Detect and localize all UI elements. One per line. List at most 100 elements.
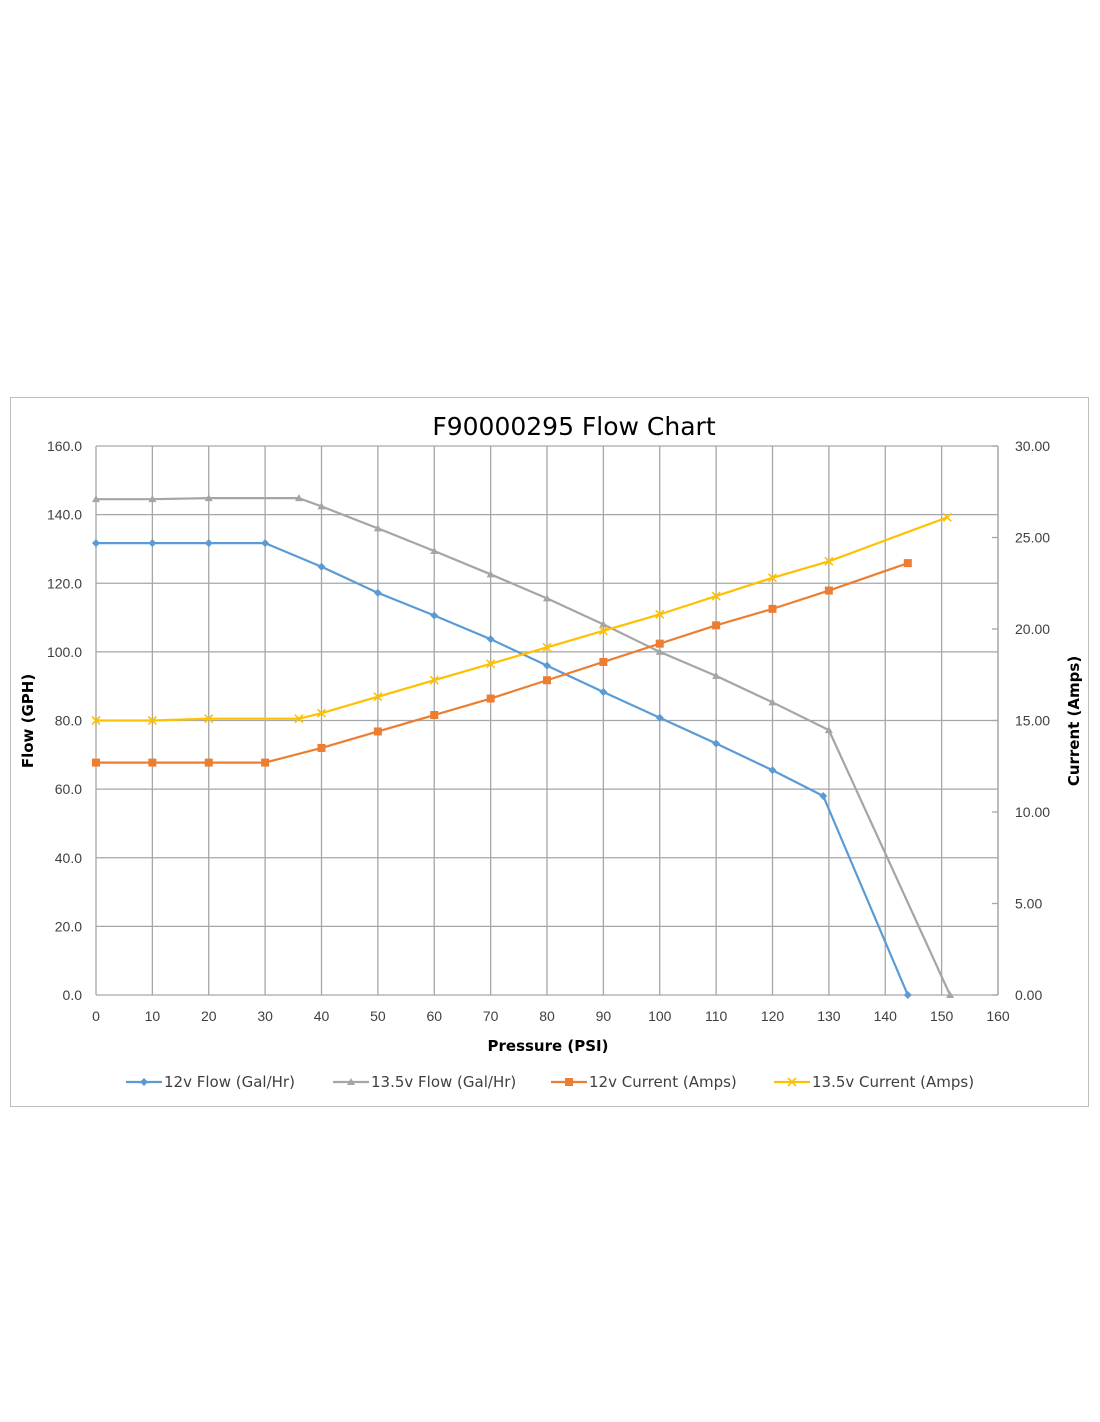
data-point bbox=[598, 626, 608, 636]
data-point bbox=[712, 739, 721, 748]
data-point bbox=[430, 611, 439, 620]
data-point bbox=[92, 539, 100, 548]
series-line bbox=[96, 497, 952, 996]
data-point bbox=[712, 621, 721, 630]
data-point bbox=[486, 635, 495, 644]
data-point bbox=[347, 1078, 355, 1085]
data-point bbox=[204, 494, 213, 502]
data-point bbox=[768, 698, 777, 706]
data-point bbox=[767, 573, 778, 583]
data-point bbox=[903, 991, 912, 999]
data-point bbox=[294, 494, 303, 502]
legend-item: 12v Current (Amps) bbox=[551, 1073, 737, 1091]
data-point bbox=[147, 715, 157, 726]
data-point bbox=[819, 791, 828, 800]
y-tick-label: 100.0 bbox=[47, 644, 82, 660]
data-point bbox=[655, 647, 664, 655]
y-tick-label: 20.0 bbox=[55, 918, 82, 934]
y2-tick-label: 0.00 bbox=[1015, 987, 1042, 1003]
x-tick-label: 40 bbox=[314, 1008, 330, 1024]
data-point bbox=[711, 591, 721, 601]
series-1 bbox=[92, 539, 912, 999]
data-point bbox=[317, 562, 326, 571]
data-point bbox=[543, 594, 551, 602]
data-point bbox=[486, 570, 495, 578]
y-axis-title: Flow (GPH) bbox=[19, 674, 37, 768]
data-point bbox=[543, 661, 551, 670]
data-point bbox=[316, 708, 327, 718]
series-line bbox=[96, 542, 909, 996]
data-point bbox=[655, 639, 664, 648]
series bbox=[91, 494, 955, 999]
data-point-stroke bbox=[429, 675, 439, 685]
x-tick-label: 100 bbox=[648, 1008, 672, 1024]
data-point-stroke bbox=[486, 659, 496, 669]
data-point-stroke bbox=[91, 715, 101, 726]
data-point bbox=[486, 694, 495, 703]
series-line bbox=[96, 516, 948, 722]
data-point bbox=[565, 1078, 573, 1086]
x-tick-label: 0 bbox=[92, 1008, 100, 1024]
x-tick-label: 80 bbox=[539, 1008, 555, 1024]
data-point-stroke bbox=[147, 715, 157, 726]
data-point bbox=[655, 713, 664, 722]
legend-label: 12v Current (Amps) bbox=[589, 1073, 737, 1091]
data-point bbox=[148, 539, 157, 548]
data-point bbox=[373, 692, 383, 702]
x-tick-label: 30 bbox=[257, 1008, 273, 1024]
data-point bbox=[92, 495, 100, 503]
legend-label: 13.5v Current (Amps) bbox=[812, 1073, 974, 1091]
data-point bbox=[204, 758, 213, 767]
data-point bbox=[317, 502, 326, 510]
x-tick-label: 10 bbox=[145, 1008, 161, 1024]
data-point bbox=[824, 726, 833, 734]
data-point-stroke bbox=[655, 609, 665, 619]
data-point-stroke bbox=[204, 714, 214, 724]
data-point bbox=[148, 495, 157, 503]
legend-label: 13.5v Flow (Gal/Hr) bbox=[371, 1073, 516, 1091]
x-axis-title: Pressure (PSI) bbox=[488, 1037, 609, 1055]
grid bbox=[95, 445, 999, 996]
data-point-stroke bbox=[942, 512, 952, 522]
data-point bbox=[261, 758, 270, 767]
data-point bbox=[373, 524, 382, 532]
data-point bbox=[542, 642, 552, 652]
data-point bbox=[430, 711, 439, 720]
data-point-stroke bbox=[824, 556, 834, 566]
data-point-stroke bbox=[711, 591, 721, 601]
data-point bbox=[140, 1078, 148, 1086]
data-point-stroke bbox=[787, 1077, 797, 1087]
x-tick-label: 60 bbox=[426, 1008, 442, 1024]
data-point bbox=[768, 766, 777, 775]
data-point bbox=[486, 659, 496, 669]
data-point bbox=[148, 758, 157, 767]
data-point bbox=[942, 512, 952, 522]
legend-item: 13.5v Flow (Gal/Hr) bbox=[333, 1073, 516, 1091]
chart-frame: 0 10 20 30 40 50 60 70 80 90 100 110 120 130 140 150 160… bbox=[10, 397, 1089, 1107]
y-tick-label: 40.0 bbox=[55, 850, 82, 866]
y-tick-label: 80.0 bbox=[55, 713, 82, 729]
data-point bbox=[543, 676, 551, 685]
data-point bbox=[91, 715, 101, 726]
y-tick-label: 60.0 bbox=[55, 781, 82, 797]
data-point bbox=[712, 671, 721, 679]
data-point bbox=[599, 657, 608, 666]
data-point bbox=[373, 727, 382, 736]
data-point bbox=[946, 991, 955, 998]
data-point bbox=[261, 539, 270, 548]
axes: 0 10 20 30 40 50 60 70 80 90 100 110 120 130 140 150 160… bbox=[47, 438, 1050, 1024]
x-tick-label: 120 bbox=[761, 1008, 785, 1024]
y2-tick-label: 25.00 bbox=[1015, 530, 1050, 546]
data-point bbox=[787, 1077, 797, 1087]
y-tick-label: 140.0 bbox=[47, 507, 82, 523]
y2-axis-title: Current (Amps) bbox=[1065, 656, 1083, 786]
data-point bbox=[317, 743, 326, 752]
data-point-stroke bbox=[598, 626, 608, 636]
data-point bbox=[430, 546, 439, 554]
data-point bbox=[429, 675, 439, 685]
x-tick-label: 70 bbox=[483, 1008, 499, 1024]
data-point bbox=[768, 604, 777, 613]
x-tick-label: 140 bbox=[874, 1008, 898, 1024]
flow-chart: 0 10 20 30 40 50 60 70 80 90 100 110 120 130 140 150 160… bbox=[19, 412, 1083, 1091]
legend-item: 13.5v Current (Amps) bbox=[774, 1073, 974, 1091]
